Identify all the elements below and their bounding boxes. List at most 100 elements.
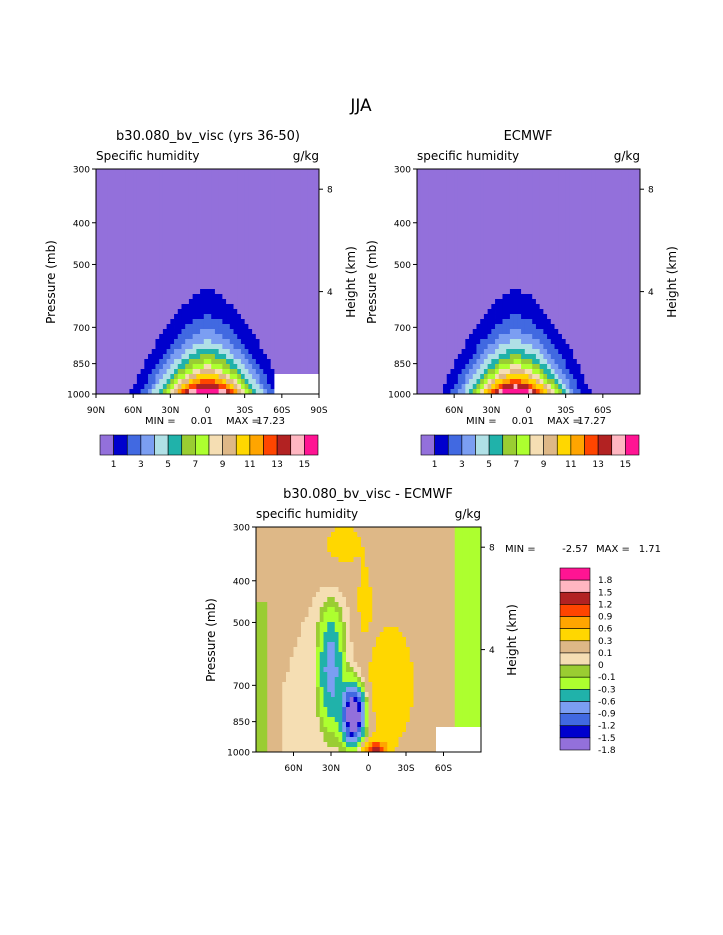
field-cell: [431, 324, 436, 330]
field-cell: [424, 229, 429, 235]
field-cell: [569, 274, 574, 280]
field-cell: [185, 229, 190, 235]
field-cell: [599, 254, 604, 260]
field-cell: [174, 184, 179, 190]
field-cell: [517, 189, 522, 195]
field-cell: [569, 329, 574, 335]
field-cell: [133, 309, 138, 315]
field-cell: [278, 379, 283, 385]
field-cell: [547, 239, 552, 245]
field-cell: [606, 294, 611, 300]
field-cell: [469, 214, 474, 220]
field-cell: [270, 319, 275, 325]
field-cell: [561, 324, 567, 330]
field-cell: [528, 299, 533, 305]
field-cell: [569, 254, 574, 260]
field-cell: [292, 374, 298, 380]
field-cell: [524, 304, 529, 310]
field-cell: [148, 284, 153, 290]
field-cell: [591, 344, 596, 350]
field-cell: [252, 309, 257, 315]
colorbar: 1 3 5 7 9 11 13 15: [99, 434, 319, 470]
field-cell: [259, 224, 264, 230]
field-cell: [174, 204, 179, 210]
field-cell: [107, 209, 112, 215]
field-cell: [417, 199, 422, 205]
field-cell: [632, 169, 637, 175]
field-cell: [469, 194, 474, 200]
field-cell: [580, 264, 585, 270]
field-cell: [435, 224, 440, 230]
field-cell: [281, 239, 286, 245]
field-cell: [114, 214, 119, 220]
field-cell: [457, 189, 462, 195]
field-cell: [547, 259, 552, 265]
field-cell: [166, 174, 171, 180]
field-cell: [99, 309, 104, 315]
field-cell: [296, 289, 301, 295]
field-cell: [211, 264, 216, 270]
field-cell: [240, 309, 246, 315]
field-cell: [140, 229, 145, 235]
field-cell: [218, 359, 223, 365]
field-cell: [420, 314, 425, 320]
field-cell: [103, 214, 108, 220]
field-cell: [513, 349, 518, 355]
field-cell: [233, 359, 238, 365]
field-cell: [185, 369, 190, 375]
field-cell: [431, 184, 436, 190]
field-cell: [498, 284, 503, 290]
field-cell: [207, 254, 212, 260]
field-cell: [214, 214, 220, 220]
field-cell: [270, 244, 275, 250]
field-cell: [281, 224, 286, 230]
field-cell: [218, 304, 223, 310]
field-cell: [133, 174, 138, 180]
field-cell: [587, 194, 593, 200]
field-cell: [289, 319, 294, 325]
field-cell: [192, 294, 197, 300]
field-cell: [122, 284, 127, 290]
field-cell: [170, 184, 175, 190]
field-cell: [307, 334, 312, 340]
field-cell: [148, 279, 153, 285]
field-cell: [457, 179, 462, 185]
field-cell: [200, 264, 205, 270]
field-cell: [174, 364, 179, 370]
field-cell: [506, 264, 511, 270]
field-cell: [595, 209, 600, 215]
field-cell: [203, 264, 208, 270]
field-cell: [576, 304, 581, 310]
field-cell: [315, 294, 320, 300]
field-cell: [491, 329, 496, 335]
field-cell: [554, 249, 559, 255]
field-cell: [513, 219, 518, 225]
field-cell: [292, 339, 298, 345]
field-cell: [573, 304, 578, 310]
field-cell: [550, 294, 555, 300]
field-cell: [211, 304, 216, 310]
field-cell: [159, 244, 164, 250]
field-cell: [118, 254, 123, 260]
field-cell: [266, 324, 272, 330]
field-cell: [177, 289, 182, 295]
field-cell: [304, 214, 309, 220]
field-cell: [144, 364, 149, 370]
field-cell: [610, 189, 615, 195]
field-cell: [151, 369, 156, 375]
field-cell: [259, 174, 264, 180]
field-cell: [584, 234, 589, 240]
field-cell: [233, 334, 238, 340]
field-cell: [103, 304, 108, 310]
field-cell: [435, 284, 440, 290]
field-cell: [558, 239, 563, 245]
field-cell: [203, 259, 208, 265]
field-cell: [218, 259, 223, 265]
field-cell: [99, 339, 104, 345]
field-cell: [587, 294, 593, 300]
field-cell: [203, 184, 208, 190]
field-cell: [188, 294, 194, 300]
field-cell: [222, 314, 227, 320]
field-cell: [226, 359, 231, 365]
field-cell: [424, 199, 429, 205]
